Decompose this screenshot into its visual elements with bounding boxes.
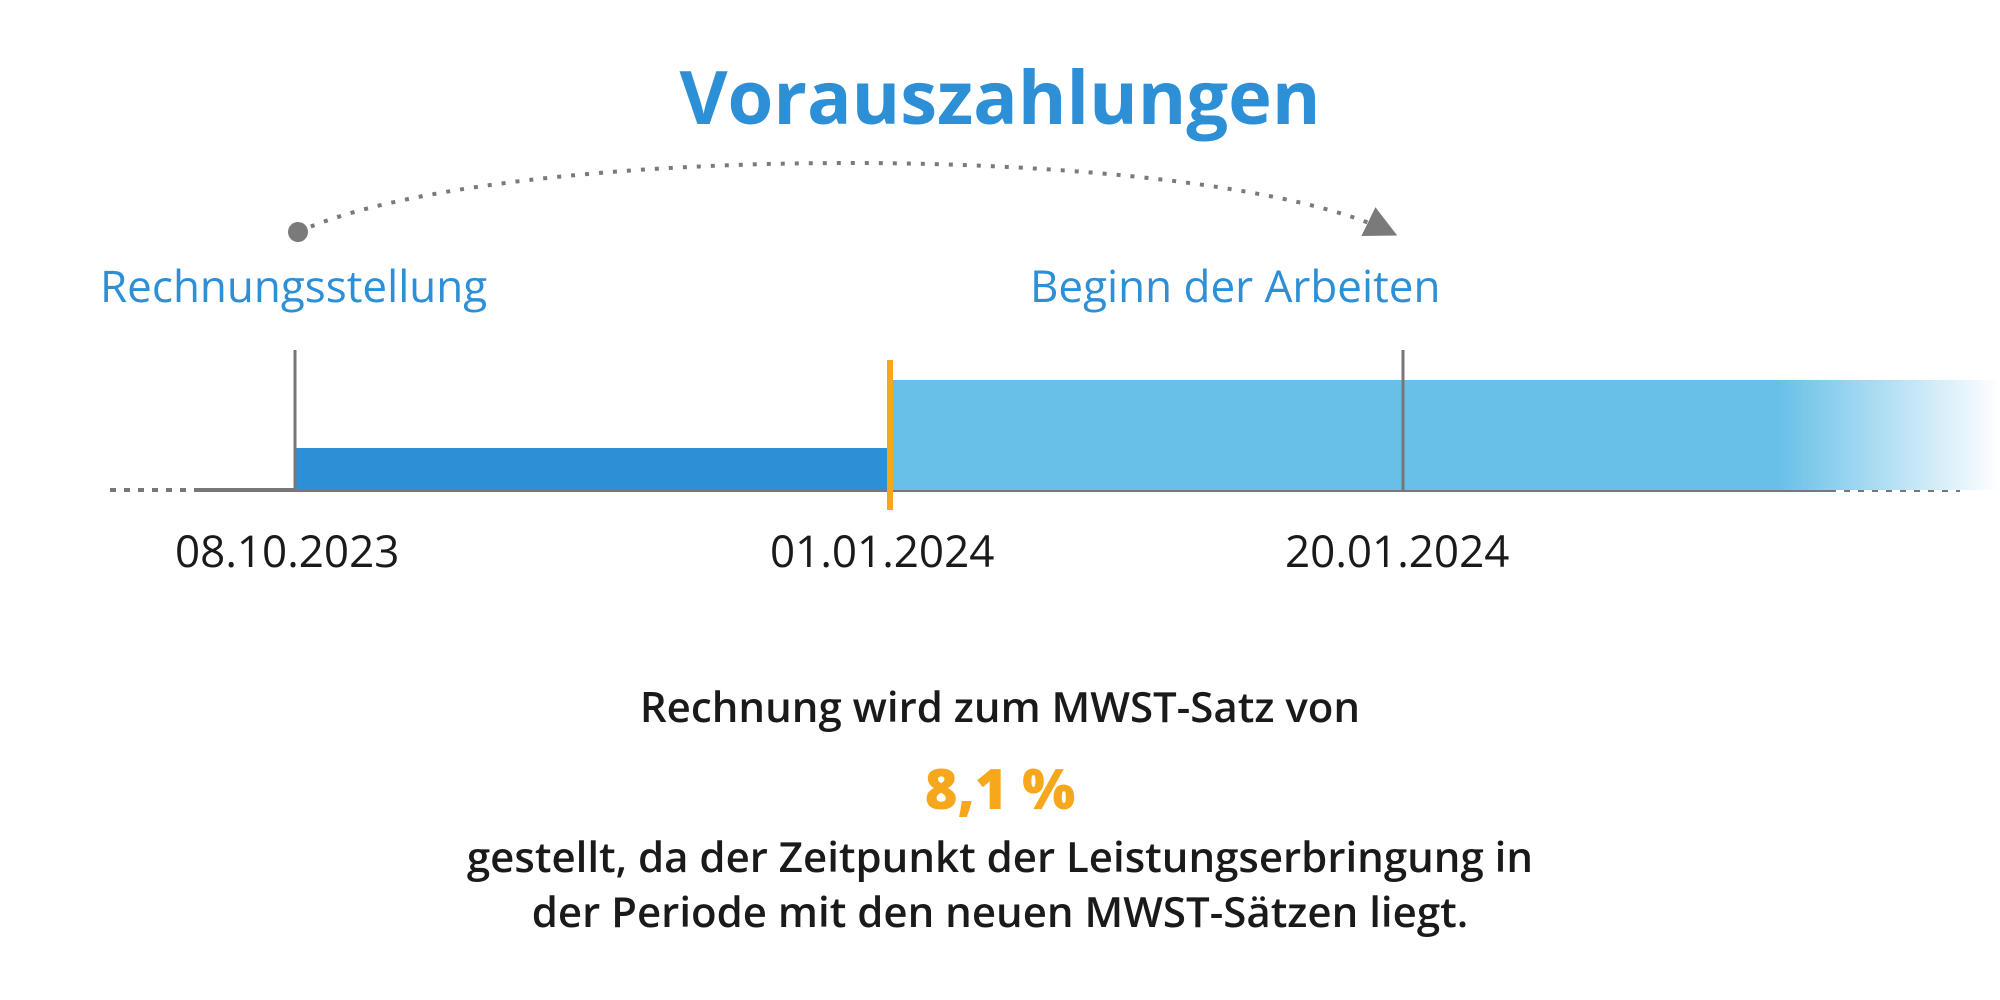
description-line-1: Rechnung wird zum MWST-Satz von (0, 680, 2000, 735)
description-line-2a: gestellt, da der Zeitpunkt der Leistungs… (0, 830, 2000, 885)
label-work-start: Beginn der Arbeiten (1030, 255, 1440, 315)
date-work-start: 20.01.2024 (1285, 520, 1509, 580)
period-bar-invoice (295, 448, 890, 490)
description-line-2b: der Periode mit den neuen MWST-Sätzen li… (0, 885, 2000, 940)
period-bar-new (890, 380, 2000, 490)
diagram-container: Vorauszahlungen (0, 0, 2000, 1000)
connector-start-dot-icon (288, 222, 308, 242)
date-invoice: 08.10.2023 (175, 520, 399, 580)
label-invoice: Rechnungsstellung (100, 255, 487, 315)
date-rate-change: 01.01.2024 (770, 520, 994, 580)
vat-rate: 8,1 % (0, 750, 2000, 826)
connector-arc (298, 163, 1390, 232)
